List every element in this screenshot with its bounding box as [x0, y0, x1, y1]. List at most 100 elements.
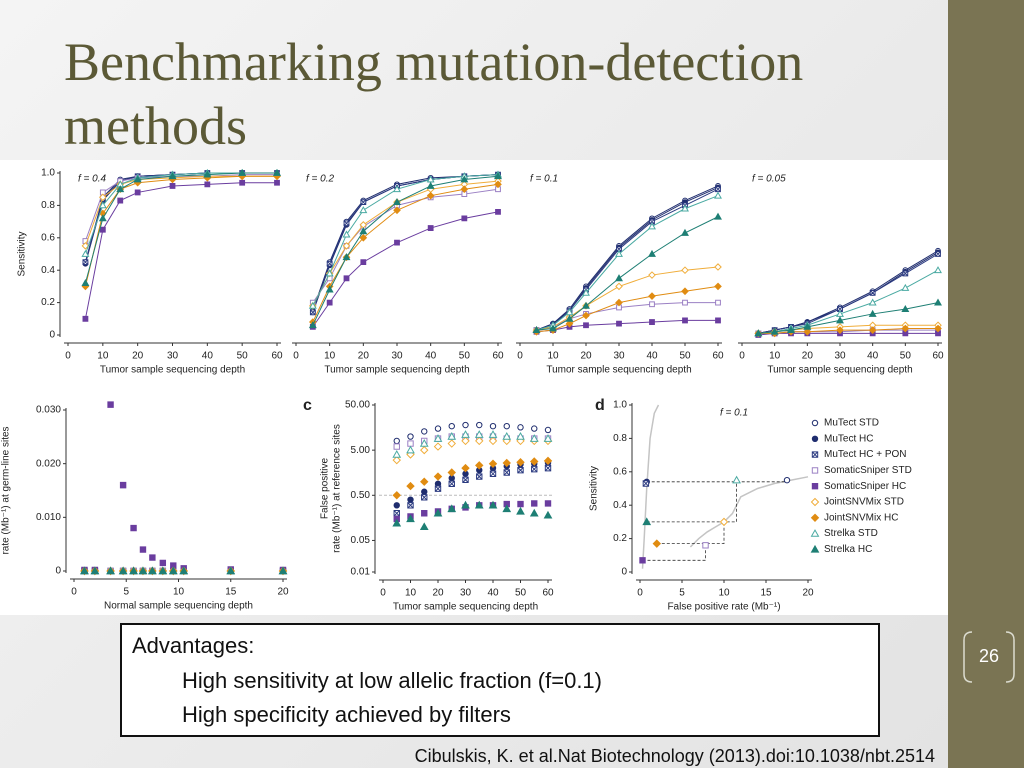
x-tick-label: 30: [391, 351, 403, 362]
marker: [648, 222, 656, 230]
marker: [461, 436, 470, 446]
marker: [714, 263, 722, 271]
marker: [359, 233, 368, 242]
marker: [392, 518, 402, 527]
marker: [488, 430, 498, 438]
marker: [787, 326, 795, 334]
y-tick-label: 0.2: [41, 297, 55, 308]
panel-label: c: [303, 397, 312, 414]
marker: [393, 198, 401, 206]
marker: [543, 456, 553, 466]
x-tick-label: 60: [492, 351, 504, 362]
marker: [502, 432, 512, 440]
series-line: [312, 211, 499, 328]
marker: [278, 566, 288, 575]
marker: [393, 510, 400, 517]
y-tick-label: 0.8: [613, 433, 627, 444]
y-tick-label: 0: [55, 566, 61, 577]
series-line: [536, 195, 719, 331]
legend-marker: [811, 483, 819, 490]
legend-label: Strelka STD: [824, 528, 878, 539]
marker: [203, 170, 212, 178]
marker: [81, 279, 90, 287]
marker: [434, 425, 442, 432]
series-line: [84, 172, 277, 284]
marker: [649, 301, 655, 308]
marker: [168, 566, 178, 575]
marker: [652, 539, 662, 548]
marker: [503, 469, 510, 476]
marker: [868, 326, 877, 334]
marker: [837, 306, 843, 312]
text-line: High sensitivity at low allelic fraction…: [182, 668, 602, 693]
x-tick-label: 5: [679, 588, 685, 599]
x-tick-label: 10: [324, 351, 336, 362]
marker: [529, 434, 539, 442]
marker: [934, 324, 942, 333]
marker: [434, 485, 442, 492]
marker: [494, 172, 502, 180]
y-tick-label: 0.4: [41, 265, 55, 276]
marker: [934, 266, 942, 274]
marker: [325, 285, 334, 293]
x-tick-label: 10: [718, 588, 730, 599]
legend-label: Strelka HC: [824, 544, 872, 555]
marker: [715, 299, 721, 306]
y-tick-label: 0.01: [351, 567, 371, 578]
series-line: [758, 302, 939, 334]
x-tick-label: 20: [580, 351, 592, 362]
marker: [419, 439, 429, 447]
marker: [420, 477, 429, 486]
series-line: [312, 175, 499, 326]
marker: [783, 476, 791, 484]
marker: [179, 566, 189, 575]
marker: [406, 445, 415, 454]
marker: [342, 242, 351, 250]
x-tick-label: 20: [432, 588, 444, 599]
series-line: [312, 183, 499, 323]
marker: [489, 422, 497, 430]
marker: [719, 517, 729, 527]
x-axis-label: Tumor sample sequencing depth: [324, 365, 469, 376]
marker: [427, 225, 434, 231]
marker: [714, 212, 722, 220]
slide-title: Benchmarking mutation-detection methods: [64, 32, 804, 156]
y-tick-label: 0.8: [41, 200, 55, 211]
marker: [393, 185, 401, 193]
marker: [138, 566, 148, 575]
y-tick-label: 0: [621, 567, 627, 578]
marker: [476, 473, 483, 480]
y-tick-label: 0.010: [36, 512, 61, 523]
page-number-bracket: [963, 631, 1015, 683]
marker: [648, 249, 656, 257]
x-tick-label: 0: [293, 351, 299, 362]
marker: [517, 466, 524, 474]
x-axis-label: Tumor sample sequencing depth: [100, 365, 245, 376]
marker: [447, 439, 456, 448]
marker: [326, 299, 333, 306]
marker: [99, 189, 106, 196]
marker: [475, 436, 484, 446]
marker: [488, 459, 498, 468]
marker: [129, 566, 138, 575]
marker: [544, 426, 552, 434]
marker: [406, 514, 415, 523]
marker: [420, 445, 429, 455]
x-tick-label: 0: [637, 588, 643, 599]
marker: [488, 436, 498, 446]
marker: [118, 566, 128, 575]
x-axis-label: Tumor sample sequencing depth: [546, 365, 691, 376]
marker: [342, 253, 351, 261]
marker: [447, 504, 457, 513]
legend-marker: [810, 544, 820, 553]
y-tick-label: 0: [49, 330, 55, 341]
marker: [803, 322, 812, 330]
marker: [462, 421, 469, 429]
y-tick-label: 0.4: [613, 500, 627, 511]
marker: [98, 214, 107, 222]
marker: [544, 464, 552, 472]
y-axis-label: Sensitivity: [17, 231, 28, 276]
legend-label: SomaticSniper STD: [824, 465, 912, 476]
y-axis-label: False positive: [320, 457, 331, 519]
marker: [343, 275, 350, 282]
